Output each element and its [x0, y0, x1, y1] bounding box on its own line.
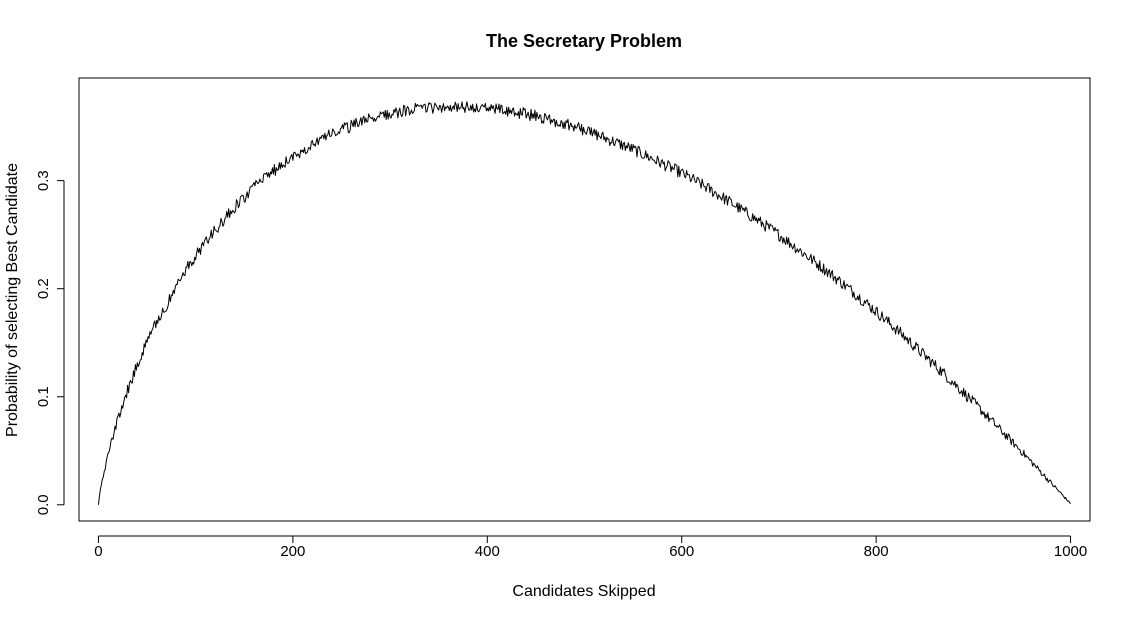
y-axis: 0.0 0.1 0.2 0.3 [35, 170, 65, 515]
y-tick-label: 0.1 [35, 386, 52, 407]
y-tick-label: 0.2 [35, 278, 52, 299]
x-tick-label: 0 [94, 543, 102, 560]
y-tick-label: 0.0 [35, 494, 52, 515]
x-tick-label: 400 [475, 543, 500, 560]
y-axis-label: Probability of selecting Best Candidate [4, 163, 21, 437]
chart-title: The Secretary Problem [486, 31, 682, 51]
x-tick-label: 200 [280, 543, 305, 560]
x-tick-label: 800 [864, 543, 889, 560]
x-axis-label: Candidates Skipped [512, 583, 655, 600]
x-axis: 0 200 400 600 800 1000 [94, 535, 1087, 560]
y-tick-label: 0.3 [35, 170, 52, 191]
plot-frame [78, 77, 1091, 522]
x-tick-label: 600 [669, 543, 694, 560]
series-line [97, 101, 1071, 505]
x-tick-label: 1000 [1054, 543, 1087, 560]
